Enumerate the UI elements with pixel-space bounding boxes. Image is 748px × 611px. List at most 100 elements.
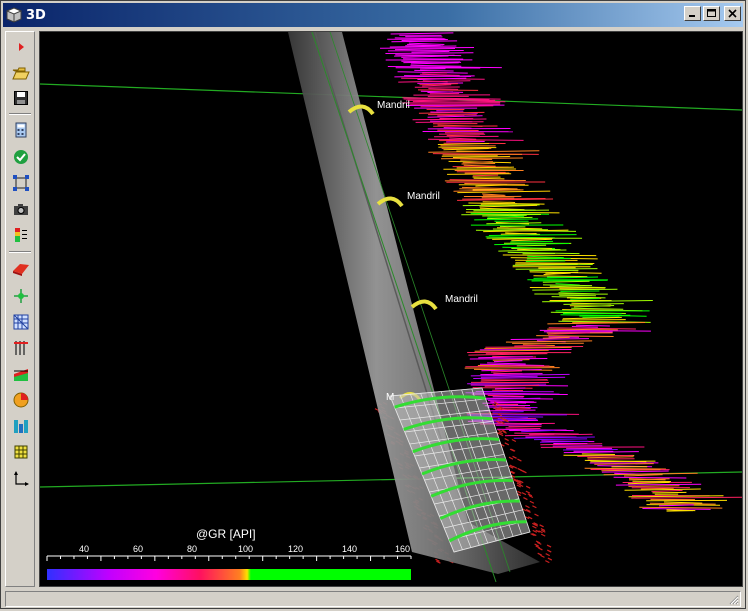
open-button[interactable] xyxy=(10,62,32,84)
log-sample xyxy=(542,284,593,287)
title-bar[interactable]: 3D xyxy=(3,3,743,27)
grid-button[interactable] xyxy=(10,311,32,333)
color-legend-button[interactable] xyxy=(10,224,32,246)
perforation-marker xyxy=(513,479,519,483)
minimize-button[interactable] xyxy=(684,6,701,21)
log-sample xyxy=(485,236,555,239)
log-sample xyxy=(496,227,543,230)
window-controls xyxy=(684,6,741,21)
completion-icon xyxy=(14,420,28,433)
log-sample xyxy=(504,433,593,437)
log-sample xyxy=(570,297,600,300)
perforation-marker xyxy=(498,433,504,437)
log-sample xyxy=(443,127,472,129)
perforation-marker xyxy=(517,458,522,462)
log-sample xyxy=(492,228,549,231)
screen-mesh-line xyxy=(444,509,523,529)
log-sample xyxy=(394,48,456,51)
log-sample xyxy=(601,469,661,472)
completion-button[interactable] xyxy=(10,415,32,437)
minimize-icon xyxy=(689,15,695,17)
log-sample xyxy=(475,184,508,187)
axes-button[interactable] xyxy=(10,468,32,490)
log-sample xyxy=(652,491,687,494)
log-sample xyxy=(479,363,545,367)
log-sample xyxy=(473,177,505,180)
maximize-button[interactable] xyxy=(703,6,720,21)
close-button[interactable] xyxy=(724,6,741,21)
log-sample xyxy=(664,501,703,504)
screen-mesh-line xyxy=(399,409,490,421)
perforation-marker xyxy=(539,524,544,528)
perforation-marker xyxy=(498,431,503,435)
calculator-button[interactable] xyxy=(10,119,32,141)
open-folder-icon xyxy=(12,67,30,80)
cube-button[interactable] xyxy=(10,441,32,463)
log-sample xyxy=(571,326,598,328)
log-sample xyxy=(543,272,571,275)
log-sample xyxy=(478,356,533,359)
resize-grip-icon[interactable] xyxy=(727,593,739,605)
log-sample xyxy=(415,121,484,123)
perforation-marker xyxy=(517,481,522,485)
perforation-marker xyxy=(532,529,538,533)
log-sample xyxy=(484,384,540,387)
log-sample xyxy=(460,158,493,161)
log-sample xyxy=(488,234,577,236)
log-sample xyxy=(398,80,471,83)
zoom-extents-button[interactable] xyxy=(10,172,32,194)
validate-button[interactable] xyxy=(10,146,32,168)
3d-viewport[interactable]: Mandril Mandril Mandril M @GR [API] 40 6… xyxy=(39,31,743,587)
play-icon xyxy=(19,43,24,51)
log-sample xyxy=(533,275,588,278)
log-sample xyxy=(640,487,674,490)
screen-mesh-line xyxy=(394,398,486,409)
log-sample xyxy=(403,61,460,64)
surface-button[interactable] xyxy=(10,258,32,280)
log-sample xyxy=(387,66,502,69)
log-sample xyxy=(548,327,636,330)
screen-mesh-line xyxy=(420,393,480,546)
save-button[interactable] xyxy=(10,87,32,109)
surface-icon xyxy=(13,264,29,276)
well-tracks-icon xyxy=(14,341,28,355)
log-sample xyxy=(615,483,702,486)
perforation-marker xyxy=(547,557,553,561)
screen-mesh-line xyxy=(461,389,514,537)
log-sample xyxy=(536,335,614,338)
snapshot-button[interactable] xyxy=(10,198,32,220)
log-sample xyxy=(453,189,524,192)
log-sample xyxy=(487,362,526,365)
log-display-button[interactable] xyxy=(10,363,32,385)
log-sample xyxy=(540,443,603,446)
screen-mesh-line xyxy=(424,465,508,481)
center-point-button[interactable] xyxy=(10,285,32,307)
log-sample xyxy=(486,397,541,400)
log-sample xyxy=(483,229,569,233)
log-sample xyxy=(642,508,711,510)
maximize-icon xyxy=(707,9,716,17)
perforation-marker xyxy=(516,484,522,488)
log-sample xyxy=(492,411,524,413)
log-sample xyxy=(576,324,610,327)
perforation-marker xyxy=(504,438,509,442)
vertical-toolbar xyxy=(5,31,35,587)
calculator-icon xyxy=(15,122,27,138)
pie-chart-button[interactable] xyxy=(10,389,32,411)
play-button[interactable] xyxy=(10,36,32,58)
scene-canvas[interactable]: Mandril Mandril Mandril M @GR [API] 40 6… xyxy=(40,32,742,586)
screen-mesh-line xyxy=(414,443,501,457)
perforation-marker xyxy=(540,554,545,558)
well-tracks-button[interactable] xyxy=(10,337,32,359)
perforation-marker xyxy=(504,442,510,446)
log-sample xyxy=(410,64,462,67)
log-sample xyxy=(474,218,539,221)
screen-mesh-line xyxy=(471,388,522,535)
log-sample xyxy=(629,478,670,481)
perforation-marker xyxy=(535,540,541,544)
screen-mesh-line xyxy=(409,431,497,445)
log-sample xyxy=(441,157,523,160)
log-sample xyxy=(462,161,493,164)
log-sample xyxy=(457,190,551,194)
log-sample xyxy=(579,314,631,317)
